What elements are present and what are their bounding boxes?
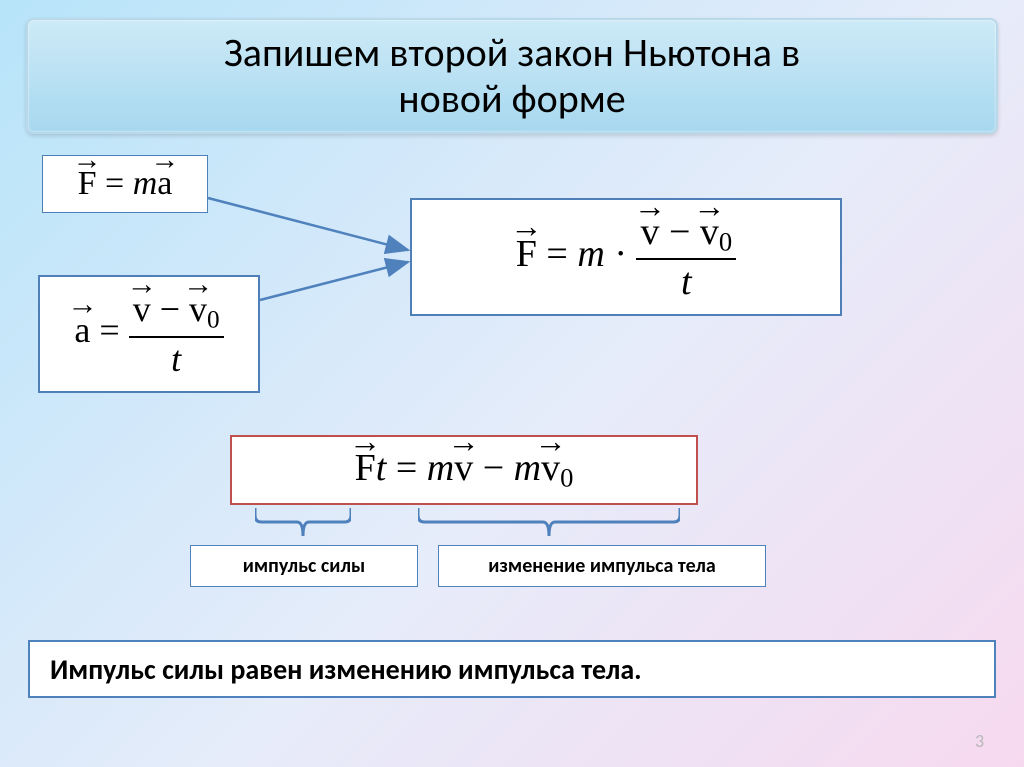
- label-impulse-change: изменение импульса тела: [438, 545, 766, 587]
- bracket-impulse-force: [255, 508, 351, 536]
- formula-acceleration-definition: a = v − v0 t: [38, 275, 260, 393]
- bracket-impulse-change: [418, 508, 680, 536]
- page-number: 3: [975, 730, 984, 752]
- label-impulse-force: импульс силы: [190, 545, 418, 587]
- page-number-text: 3: [975, 730, 984, 752]
- formula-force-combined: F = m · v − v0 t: [410, 198, 842, 316]
- arrow-from-adef: [260, 262, 408, 300]
- slide: Запишем второй закон Ньютона в новой фор…: [0, 0, 1024, 767]
- formula-f-equals-ma: F = ma: [42, 155, 208, 213]
- statement-text: Импульс силы равен изменению импульса те…: [50, 652, 642, 687]
- label-impulse-force-text: импульс силы: [243, 554, 365, 578]
- slide-title-box: Запишем второй закон Ньютона в новой фор…: [26, 18, 998, 134]
- statement-box: Импульс силы равен изменению импульса те…: [28, 640, 996, 698]
- title-line2: новой форме: [398, 74, 625, 123]
- formula-impulse: Ft = mv − mv0: [230, 435, 698, 505]
- label-impulse-change-text: изменение импульса тела: [488, 554, 715, 578]
- slide-title: Запишем второй закон Ньютона в новой фор…: [224, 30, 800, 122]
- title-line1: Запишем второй закон Ньютона в: [224, 28, 800, 77]
- arrow-from-fma: [208, 198, 408, 250]
